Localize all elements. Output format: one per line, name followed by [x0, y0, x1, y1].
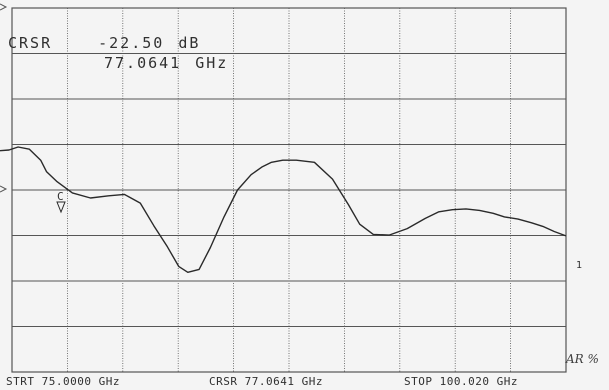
cursor-frequency: CRSR 77.0641 GHz	[209, 375, 323, 388]
readout-label: CRSR	[8, 34, 53, 52]
readout-unit: dB	[178, 34, 201, 52]
readout-value: -22.50	[98, 34, 165, 52]
reference-marker-label: 1	[576, 260, 583, 271]
readout-frequency: 77.0641	[104, 54, 182, 72]
cursor-marker-label: C	[57, 190, 64, 203]
cursor-marker-triangle	[56, 201, 66, 214]
cursor-marker: C	[56, 190, 66, 214]
top-left-tick	[0, 3, 8, 11]
readout-line-2: 77.0641 GHz	[104, 54, 228, 72]
handwritten-note: AR %	[566, 352, 599, 366]
readout-frequency-unit: GHz	[195, 54, 229, 72]
trace-line	[0, 146, 567, 273]
stop-frequency: STOP 100.020 GHz	[404, 375, 518, 388]
readout-line-1: CRSR -22.50 dB	[8, 34, 200, 52]
left-ref-tick	[0, 185, 8, 193]
start-frequency: STRT 75.0000 GHz	[6, 375, 120, 388]
graticule	[11, 7, 567, 373]
